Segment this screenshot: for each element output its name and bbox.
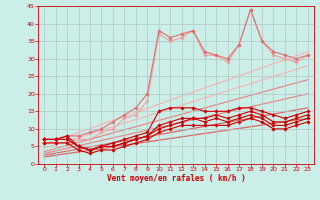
X-axis label: Vent moyen/en rafales ( km/h ): Vent moyen/en rafales ( km/h ) <box>107 174 245 183</box>
